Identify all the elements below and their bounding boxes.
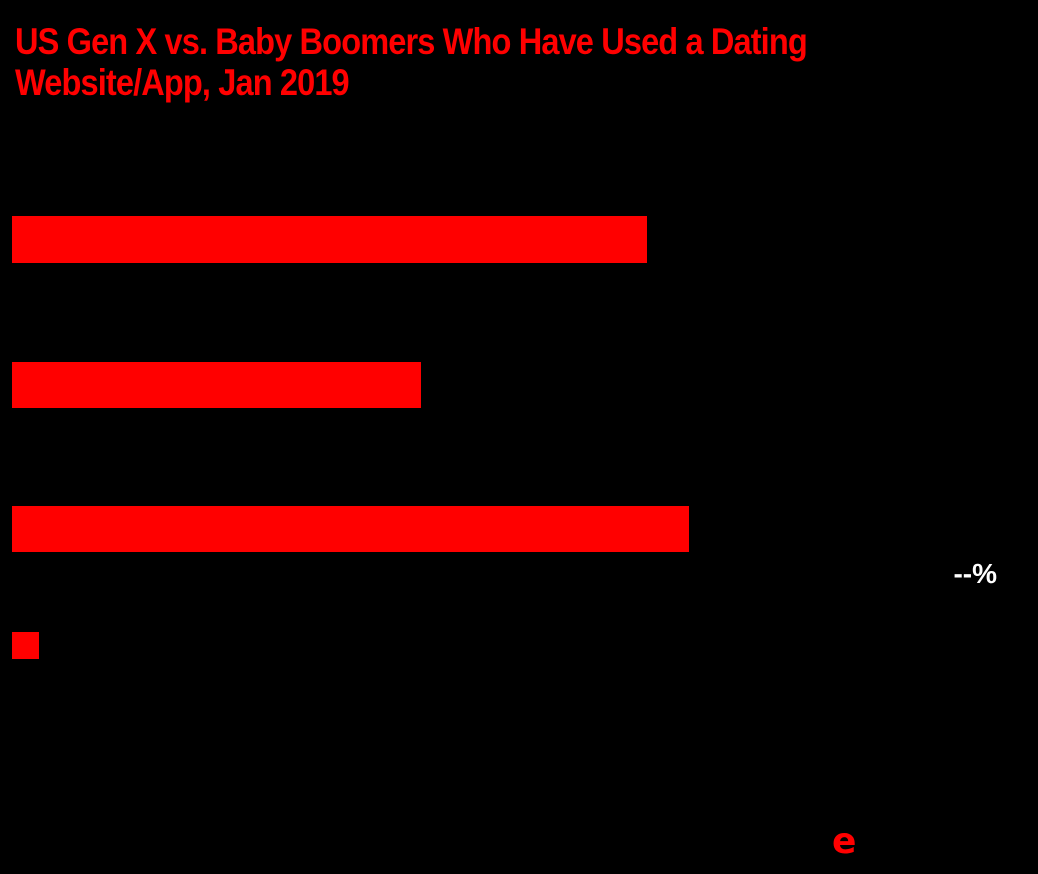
bar-row-3 xyxy=(12,506,689,552)
bar-row-2 xyxy=(12,362,421,408)
legend-swatch xyxy=(12,632,39,659)
chart-title-line-2: Website/App, Jan 2019 xyxy=(15,62,350,103)
bar-row-1 xyxy=(12,216,647,263)
chart-title: US Gen X vs. Baby Boomers Who Have Used … xyxy=(15,21,808,103)
chart-title-line-1: US Gen X vs. Baby Boomers Who Have Used … xyxy=(15,21,808,62)
emarketer-logo-e-icon: e xyxy=(832,821,857,862)
no-data-value-label: --% xyxy=(953,558,997,589)
